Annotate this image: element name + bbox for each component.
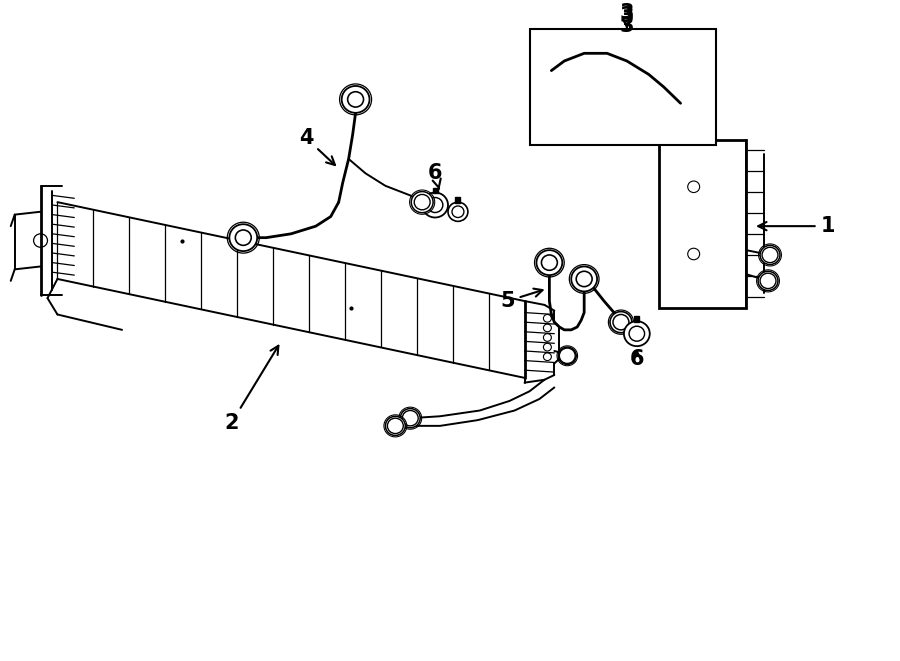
Circle shape xyxy=(760,245,780,264)
Circle shape xyxy=(572,266,597,292)
Text: 2: 2 xyxy=(224,346,278,433)
Circle shape xyxy=(342,86,370,113)
Text: 4: 4 xyxy=(299,128,335,165)
Text: 3: 3 xyxy=(620,17,634,36)
Bar xyxy=(634,317,639,322)
Text: 3: 3 xyxy=(620,7,634,26)
Circle shape xyxy=(448,202,468,221)
Text: 6: 6 xyxy=(630,348,644,369)
Bar xyxy=(549,66,554,71)
Text: 1: 1 xyxy=(758,216,835,236)
Circle shape xyxy=(649,69,679,98)
Circle shape xyxy=(667,90,695,117)
Circle shape xyxy=(758,271,778,290)
Circle shape xyxy=(411,192,433,213)
Bar xyxy=(529,29,716,145)
Text: 3: 3 xyxy=(620,3,634,22)
Circle shape xyxy=(422,192,448,217)
Text: 5: 5 xyxy=(500,289,543,311)
Circle shape xyxy=(624,321,650,346)
Circle shape xyxy=(385,416,405,436)
Text: 6: 6 xyxy=(428,163,442,189)
Circle shape xyxy=(536,250,562,275)
Circle shape xyxy=(535,71,568,103)
Circle shape xyxy=(535,71,568,103)
Bar xyxy=(455,198,461,203)
Bar xyxy=(659,139,746,308)
Circle shape xyxy=(400,408,420,428)
Bar xyxy=(433,188,437,194)
Circle shape xyxy=(610,311,632,332)
Bar xyxy=(678,85,683,91)
Circle shape xyxy=(558,347,576,364)
Circle shape xyxy=(667,90,695,117)
Circle shape xyxy=(230,224,257,251)
